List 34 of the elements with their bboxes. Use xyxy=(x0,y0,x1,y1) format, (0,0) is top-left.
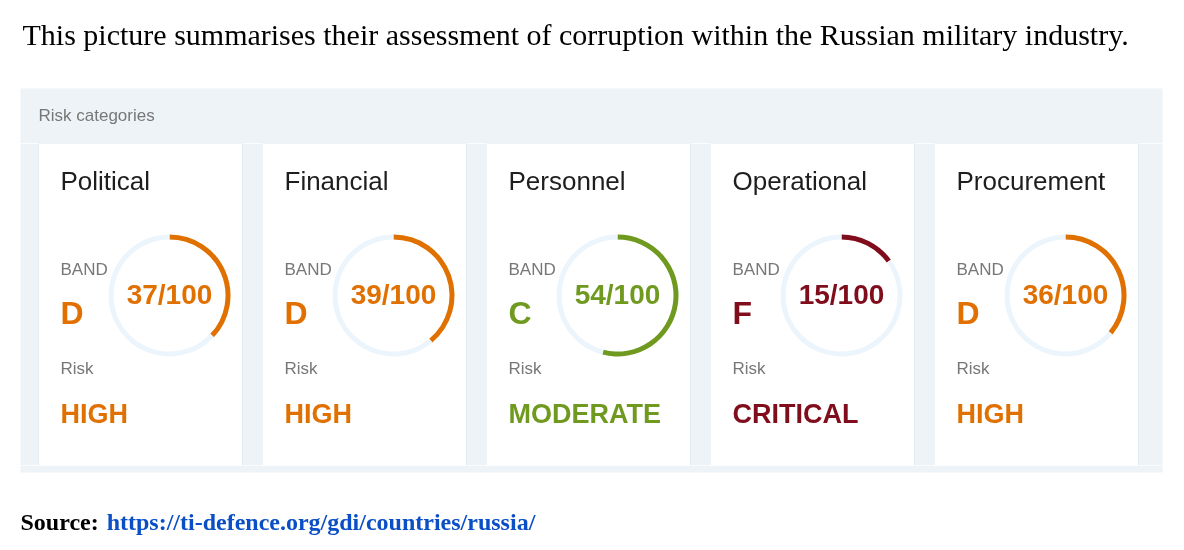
text: MODERATE xyxy=(508,398,661,429)
chart-title: Financial xyxy=(284,166,389,197)
text: This picture summarises their assessment of corruption within the Russian military industry. xyxy=(22,18,1129,51)
text: BAND xyxy=(60,260,108,280)
text: BAND xyxy=(956,260,1004,280)
text: C xyxy=(508,294,532,331)
text: https://ti-defence.org/gdi/countries/russia/ xyxy=(106,508,536,535)
text: Risk xyxy=(284,359,319,379)
chart-title: Operational xyxy=(732,166,867,197)
text: D xyxy=(284,294,308,331)
text: 54/100 xyxy=(574,278,661,310)
chart-title: Political xyxy=(60,166,151,197)
text: 39/100 xyxy=(350,278,437,310)
text: Risk xyxy=(956,359,991,379)
text: Risk xyxy=(508,359,543,379)
text: Risk xyxy=(732,359,767,379)
text: D xyxy=(60,294,84,331)
text: Risk xyxy=(60,359,95,379)
source-note: Source: xyxy=(20,508,99,535)
text: Risk categories xyxy=(38,106,155,126)
text: F xyxy=(732,294,753,331)
text: HIGH xyxy=(60,398,128,429)
text: BAND xyxy=(732,260,780,280)
text: CRITICAL xyxy=(732,398,859,429)
text: HIGH xyxy=(956,398,1024,429)
text: 15/100 xyxy=(798,278,885,310)
text: BAND xyxy=(284,260,332,280)
chart-title: Personnel xyxy=(508,166,626,197)
text: D xyxy=(956,294,980,331)
text: BAND xyxy=(508,260,556,280)
text: HIGH xyxy=(284,398,352,429)
text: 37/100 xyxy=(126,278,213,310)
chart-title: Procurement xyxy=(956,166,1107,197)
text: 36/100 xyxy=(1022,278,1109,310)
